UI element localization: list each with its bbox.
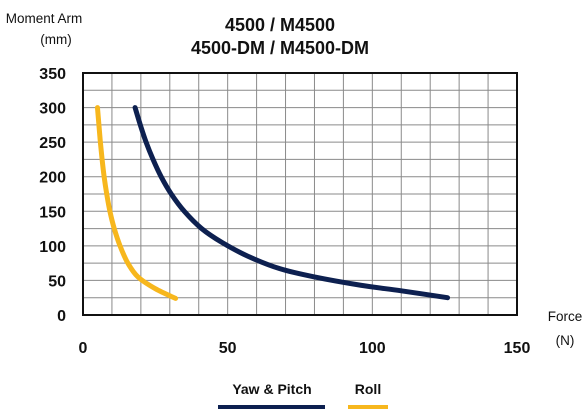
x-axis-label-line-2: (N)	[556, 333, 575, 348]
legend-swatch	[348, 405, 388, 409]
tick-labels: 0 50 100 150 200 250 300 350 0 50 100 150	[39, 66, 530, 357]
y-tick-label: 0	[57, 308, 66, 325]
y-tick-label: 200	[39, 170, 66, 187]
series-layer	[94, 105, 451, 301]
y-tick-label: 300	[39, 101, 66, 118]
y-tick-label: 250	[39, 135, 66, 152]
y-tick-label: 100	[39, 239, 66, 256]
x-tick-label: 150	[504, 340, 531, 357]
y-axis-label-line-2: (mm)	[40, 32, 71, 47]
chart-title-line-1: 4500 / M4500	[225, 15, 335, 35]
x-tick-label: 100	[359, 340, 386, 357]
plot-frame	[82, 72, 518, 316]
x-axis-label-line-1: Force	[548, 309, 583, 324]
series-line-yaw-pitch	[132, 105, 451, 301]
legend-swatch	[218, 405, 325, 409]
x-tick-label: 0	[79, 340, 88, 357]
y-tick-label: 350	[39, 66, 66, 83]
legend-label: Roll	[355, 381, 381, 397]
y-tick-label: 50	[48, 273, 66, 290]
legend: Yaw & Pitch Roll	[218, 381, 388, 409]
grid	[83, 73, 517, 315]
x-tick-label: 50	[219, 340, 237, 357]
y-axis-label-line-1: Moment Arm	[6, 11, 83, 26]
legend-label: Yaw & Pitch	[232, 381, 311, 397]
chart-title-line-2: 4500-DM / M4500-DM	[191, 38, 369, 58]
y-tick-label: 150	[39, 204, 66, 221]
series-line-roll	[94, 105, 179, 301]
